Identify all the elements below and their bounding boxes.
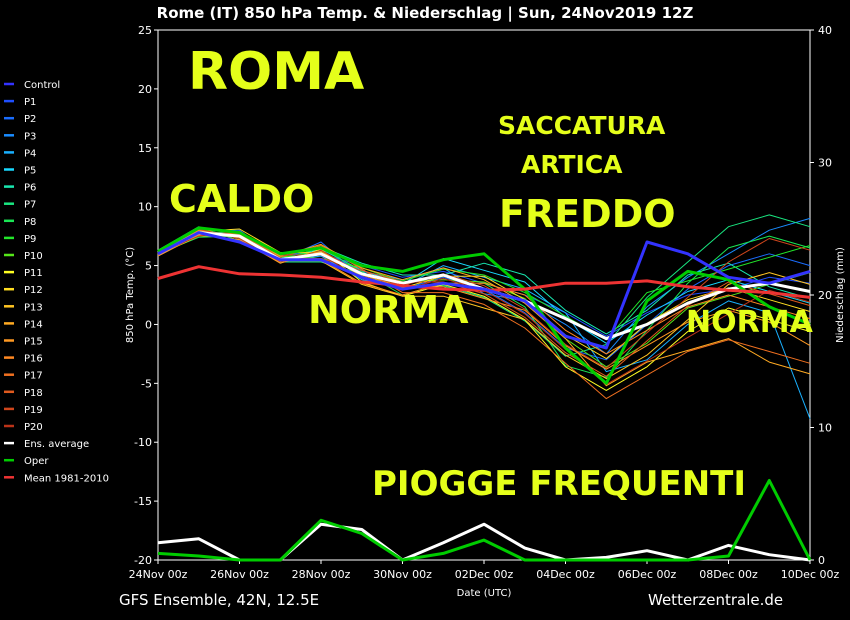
legend-label: P8 <box>24 217 36 228</box>
overlay-roma: ROMA <box>188 42 364 102</box>
legend-label: P1 <box>24 97 36 108</box>
series-layer <box>157 226 811 385</box>
legend-label: P9 <box>24 234 36 245</box>
legend-label: P18 <box>24 388 43 399</box>
legend-label: Control <box>24 80 60 91</box>
legend-label: P10 <box>24 251 43 262</box>
legend-label: P4 <box>24 148 36 159</box>
x-tick-label: 26Nov 00z <box>210 568 269 581</box>
legend-label: P13 <box>24 302 43 313</box>
y2-tick-label: 10 <box>818 422 832 435</box>
overlay-saccatura: SACCATURA <box>498 111 666 140</box>
overlay-norma-1: NORMA <box>308 288 469 332</box>
y2-tick-label: 30 <box>818 157 832 170</box>
x-tick-label: 30Nov 00z <box>373 568 432 581</box>
legend-label: P16 <box>24 354 43 365</box>
x-tick-label: 02Dec 00z <box>455 568 514 581</box>
overlay-annotations: ROMA SACCATURA ARTICA CALDO FREDDO NORMA… <box>169 42 814 504</box>
legend-label: Ens. average <box>24 439 89 450</box>
y-tick-label: 10 <box>138 201 152 214</box>
y-tick-label: 5 <box>145 260 152 273</box>
legend: Control P1 P2 P3 P4 P5 P6 P7 P8 P9 P10 P11 P12 P13 P14… <box>4 80 109 484</box>
overlay-artica: ARTICA <box>521 150 623 179</box>
y-axis: 25 20 15 10 5 0 -5 -10 -15 -20 <box>134 24 158 567</box>
precip-line-oper <box>157 479 812 562</box>
precip-layer <box>157 479 812 562</box>
legend-label: Oper <box>24 456 49 467</box>
legend-label: P14 <box>24 319 43 330</box>
series-line-oper <box>157 226 811 385</box>
legend-label: P7 <box>24 200 36 211</box>
legend-label: P2 <box>24 114 36 125</box>
y2-tick-label: 40 <box>818 24 832 37</box>
y2-tick-label: 20 <box>818 289 832 302</box>
overlay-piogge: PIOGGE FREQUENTI <box>372 464 746 504</box>
y2-axis-label: Niederschlag (mm) <box>835 247 846 343</box>
x-tick-label: 28Nov 00z <box>292 568 351 581</box>
series-line-control <box>157 231 811 350</box>
legend-label: P5 <box>24 166 36 177</box>
x-tick-label: 06Dec 00z <box>618 568 677 581</box>
legend-label: P6 <box>24 183 36 194</box>
y-tick-label: 0 <box>145 318 152 331</box>
legend-label: Mean 1981-2010 <box>24 473 109 484</box>
y-tick-label: -20 <box>134 554 152 567</box>
chart-title: Rome (IT) 850 hPa Temp. & Niederschlag |… <box>157 4 694 23</box>
y-tick-label: 25 <box>138 24 152 37</box>
overlay-norma-2: NORMA <box>686 305 814 340</box>
x-tick-label: 24Nov 00z <box>129 568 188 581</box>
legend-label: P19 <box>24 405 43 416</box>
legend-label: P12 <box>24 285 43 296</box>
y2-axis: 40 30 20 10 0 <box>810 24 832 567</box>
x-tick-label: 04Dec 00z <box>536 568 595 581</box>
footer-source: GFS Ensemble, 42N, 12.5E <box>119 591 319 609</box>
legend-label: P15 <box>24 337 43 348</box>
footer-site: Wetterzentrale.de <box>648 591 783 609</box>
x-axis-label: Date (UTC) <box>457 588 512 599</box>
member-line-p17 <box>157 232 811 400</box>
y-axis-label: 850 hPa Temp. (°C) <box>125 247 136 343</box>
y-tick-label: -10 <box>134 436 152 449</box>
legend-label: P17 <box>24 371 43 382</box>
member-line-p12 <box>157 228 811 360</box>
legend-label: P20 <box>24 422 43 433</box>
y-tick-label: -5 <box>141 377 152 390</box>
x-tick-label: 08Dec 00z <box>699 568 758 581</box>
legend-label: P3 <box>24 131 36 142</box>
overlay-caldo: CALDO <box>169 177 314 221</box>
overlay-freddo: FREDDO <box>499 192 676 236</box>
y-tick-label: -15 <box>134 495 152 508</box>
y-tick-label: 15 <box>138 142 152 155</box>
legend-label: P11 <box>24 268 43 279</box>
y-tick-label: 20 <box>138 83 152 96</box>
y2-tick-label: 0 <box>818 554 825 567</box>
x-tick-label: 10Dec 00z <box>781 568 840 581</box>
x-axis: 24Nov 00z 26Nov 00z 28Nov 00z 30Nov 00z 02De… <box>129 560 840 581</box>
